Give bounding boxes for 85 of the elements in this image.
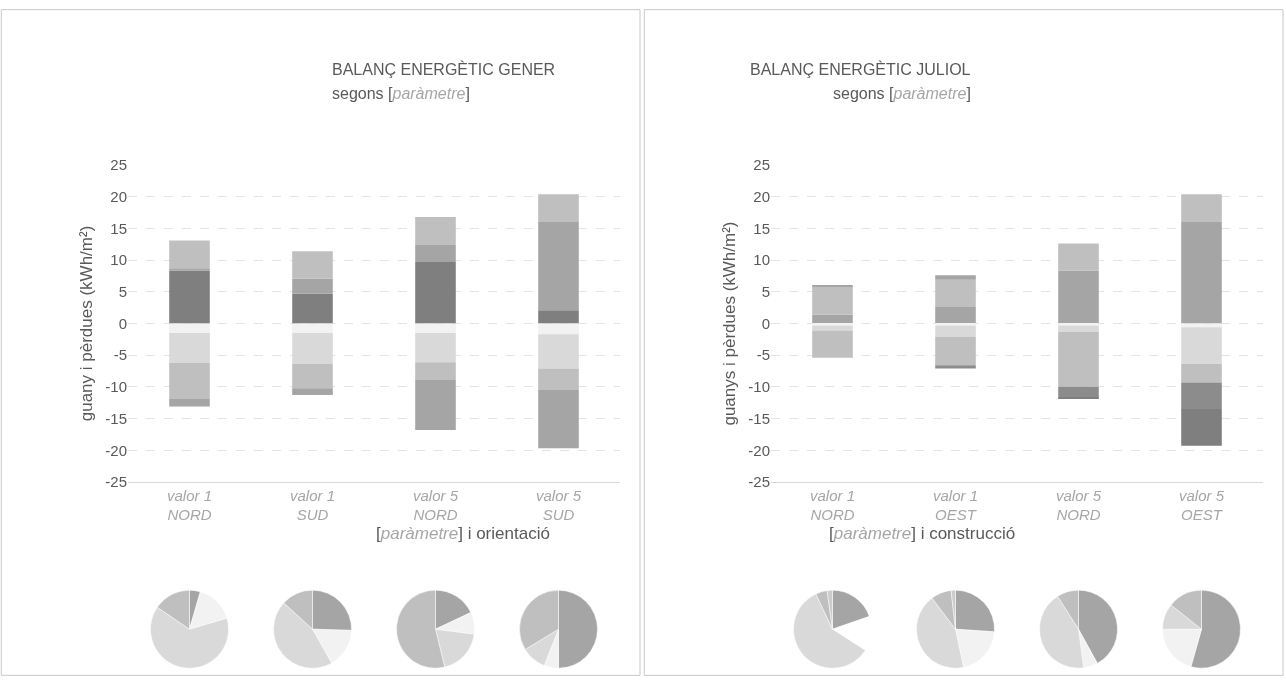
bar [415,262,456,324]
bar [1058,243,1099,271]
y-tick-label: 0 [761,314,770,332]
bar [1181,194,1222,223]
y-tick-label: -20 [105,441,127,459]
bar [538,194,579,223]
y-tick-label: 15 [110,219,127,237]
y-tick-label: -20 [748,441,770,459]
y-axis-title: guanys i pèrdues (kWh/m²) [719,221,739,426]
bar [935,279,976,307]
bar [169,240,210,269]
bar [292,278,333,294]
y-tick-label: 0 [118,314,127,332]
bar [292,293,333,324]
y-tick-label: 5 [761,283,770,301]
y-tick-label: -25 [748,473,770,491]
bar [812,330,853,358]
bar [935,365,976,369]
y-tick-label: -15 [105,409,127,427]
bar [169,398,210,407]
bar [1181,409,1222,446]
bar [812,286,853,315]
bar [292,251,333,279]
y-tick-label: 10 [110,251,127,269]
bar [935,307,976,324]
bar [935,336,976,366]
bar [1058,397,1099,400]
bar [169,270,210,324]
bar [935,325,976,337]
y-tick-label: -15 [748,409,770,427]
bar [415,244,456,262]
chart-subtitle: segons [paràmetre] [833,85,971,102]
x-tick-label: valor 1 SUD [289,486,336,524]
bar [292,388,333,396]
x-axis-title: [paràmetre] i orientació [376,524,550,543]
x-axis-title: [paràmetre] i construcció [829,524,1016,543]
bar [1058,386,1099,398]
bar [1181,222,1222,324]
y-tick-label: 20 [110,187,127,205]
bar [538,368,579,391]
x-tick-label: valor 5 NORD [412,486,459,524]
bar [415,323,456,333]
bar [812,314,853,324]
chart-title: BALANÇ ENERGÈTIC GENER [332,60,556,78]
bar [415,379,456,430]
bar [292,364,333,389]
bar [1058,331,1099,387]
bar [538,323,579,335]
y-tick-label: -5 [756,346,770,364]
x-tick-label: valor 5 SUD [535,486,582,524]
x-tick-label: valor 1 NORD [166,486,213,524]
y-tick-label: 15 [753,219,770,237]
bar [538,390,579,449]
bar [1058,325,1099,332]
x-tick-label: valor 5 NORD [1055,486,1102,524]
bar [1181,382,1222,410]
y-tick-label: 25 [753,156,770,174]
bar [812,325,853,331]
x-tick-label: valor 1 NORD [809,486,856,524]
bar [935,275,976,280]
y-axis-title: guany i pèrdues (kWh/m²) [76,225,96,422]
chart-subtitle: segons [paràmetre] [332,85,470,102]
y-tick-label: 10 [753,251,770,269]
y-tick-label: -10 [105,378,127,396]
bar [169,268,210,271]
y-tick-label: -5 [113,346,127,364]
bar [812,285,853,288]
y-tick-label: 5 [118,283,127,301]
bar [415,217,456,245]
bar [415,362,456,380]
bar [1058,270,1099,324]
bar [169,362,210,399]
y-tick-label: 20 [753,187,770,205]
bar [292,323,333,333]
chart-title: BALANÇ ENERGÈTIC JULIOL [750,60,971,78]
bar [538,310,579,324]
x-tick-label: valor 1 OEST [932,486,979,524]
bar [1181,323,1222,328]
x-tick-label: valor 5 OEST [1178,486,1225,524]
y-tick-label: 25 [110,156,127,174]
bar [538,222,579,311]
bar [169,323,210,333]
y-tick-label: -10 [748,378,770,396]
y-tick-label: -25 [105,473,127,491]
bar [1181,364,1222,383]
